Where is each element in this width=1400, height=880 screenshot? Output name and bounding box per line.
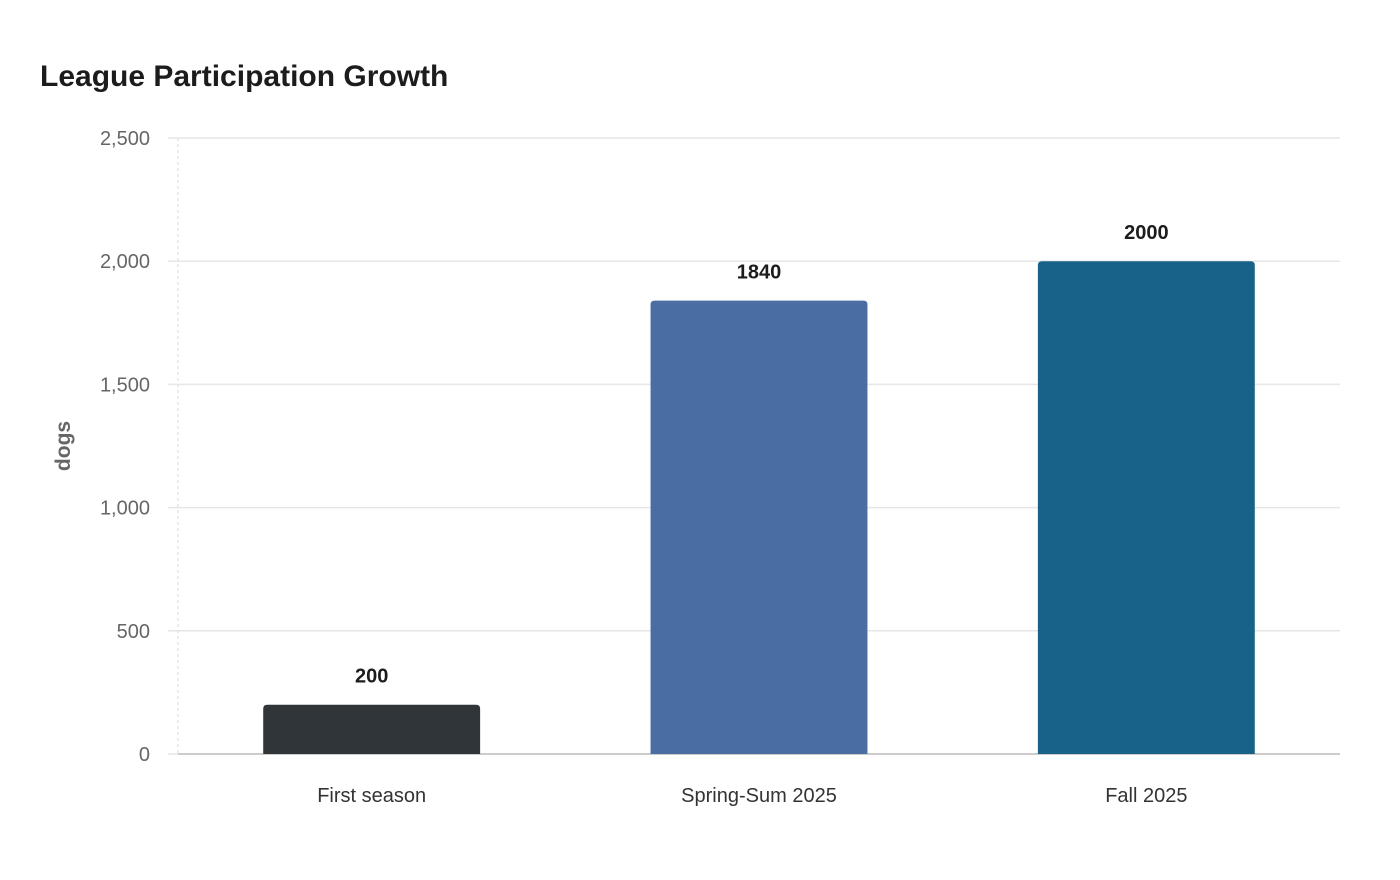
data-label: 200 xyxy=(355,666,388,688)
data-label: 1840 xyxy=(737,262,782,284)
labels: 0 500 1,000 1,500 2,000 2,500 200 First season 1… xyxy=(100,128,1188,807)
x-tick-label: Fall 2025 xyxy=(1105,785,1187,807)
chart-title: League Participation Growth xyxy=(40,60,449,93)
y-tick-label: 1,500 xyxy=(100,374,150,396)
y-tick-label: 0 xyxy=(139,744,150,766)
x-tick-label: Spring-Sum 2025 xyxy=(681,785,837,807)
y-tick-label: 1,000 xyxy=(100,498,150,520)
x-tick-label: First season xyxy=(317,785,426,807)
y-tick-label: 2,500 xyxy=(100,128,150,150)
bar xyxy=(263,704,481,754)
data-label: 2000 xyxy=(1124,222,1169,244)
bars xyxy=(263,261,1255,754)
y-tick-label: 500 xyxy=(117,621,150,643)
y-axis-title: dogs xyxy=(52,421,75,471)
bar xyxy=(650,300,868,754)
bar xyxy=(1037,261,1255,754)
y-tick-label: 2,000 xyxy=(100,251,150,273)
